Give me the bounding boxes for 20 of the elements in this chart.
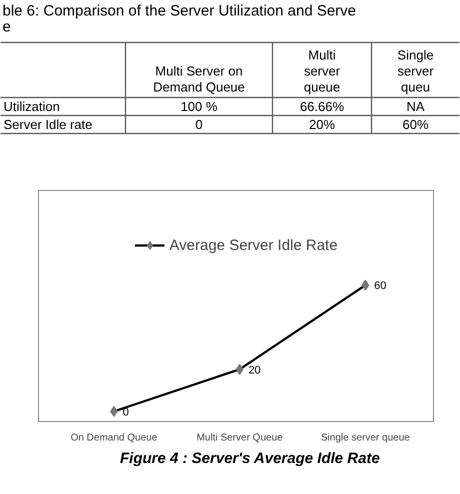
caption: Figure 4 : Server's Average Idle Rate [120, 449, 380, 469]
text: NA [406, 99, 425, 114]
text: 66.66% [300, 99, 344, 114]
text: 100 % [180, 99, 218, 114]
text: 60% [402, 117, 429, 132]
text: 0 [195, 117, 203, 132]
text: e [2, 18, 11, 36]
text: 20% [308, 117, 336, 132]
category-label: Utilization [4, 99, 60, 114]
x-tick-label: Single server queue [320, 432, 410, 444]
category-label: Multi Server on Demand Queue [153, 64, 245, 94]
data-label: 60 [374, 280, 386, 292]
category-label: Server Idle rate [4, 117, 92, 132]
x-tick-label: Multi Server Queue [196, 432, 284, 444]
category-label: Multi server queue [304, 48, 341, 94]
category-label: Single server queu [397, 48, 434, 94]
text: ble 6: Comparison of the Server Utilization and Serve [2, 2, 356, 20]
x-tick-label: On Demand Queue [70, 432, 158, 444]
legend-label: Average Server Idle Rate [169, 236, 338, 254]
data-label: 20 [248, 364, 261, 376]
